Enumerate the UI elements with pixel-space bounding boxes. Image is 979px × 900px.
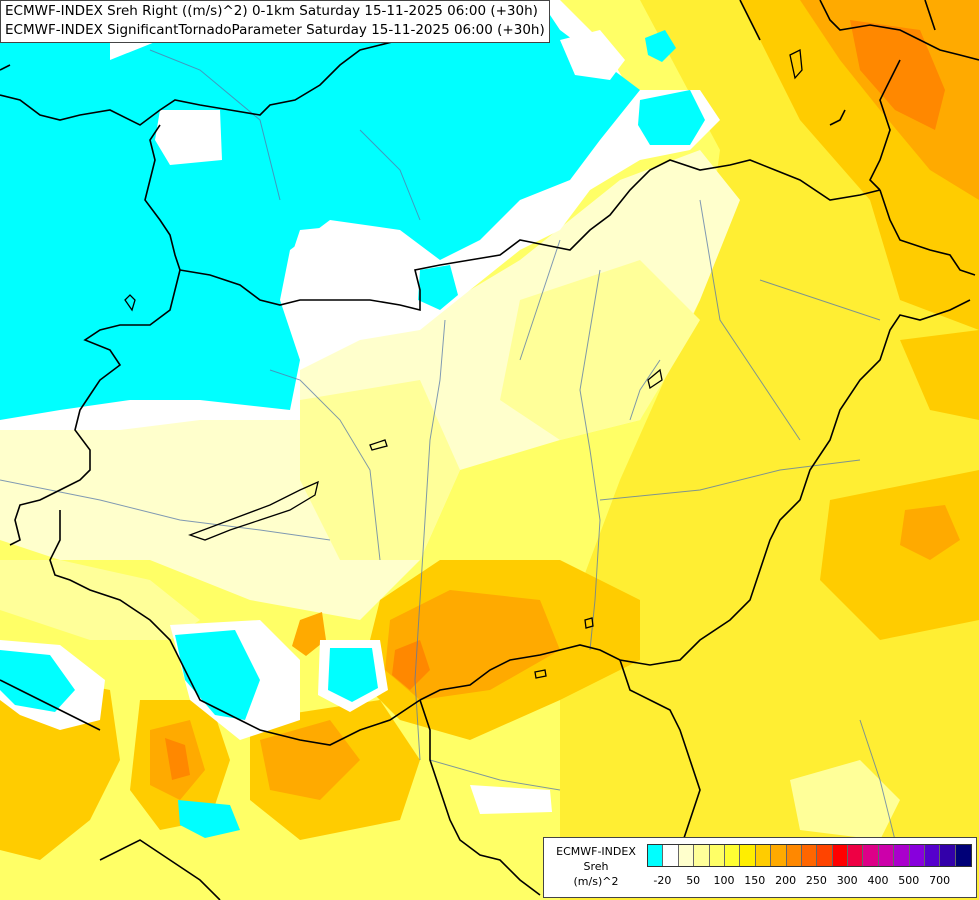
field-north-white-hole-3 [560,30,625,80]
legend-tick-label: 150 [744,874,766,887]
field-southeast-pale [790,760,900,840]
legend-tick-label: 700 [929,874,951,887]
color-legend: ECMWF-INDEX Sreh (m/s)^2 -20 50 100 150 200 2… [543,837,977,898]
field-mid-orange-spot [292,612,326,656]
map-title-line1: ECMWF-INDEX Sreh Right ((m/s)^2) 0-1km S… [5,3,538,19]
legend-swatch [648,845,664,866]
legend-tick-label: 400 [867,874,889,887]
legend-swatches [647,844,973,867]
legend-swatch [663,845,679,866]
lakes [124,48,803,679]
field-s-white [470,785,552,814]
rivers [0,49,901,861]
field-south-orange-spot [392,640,430,690]
field-north-cyan-islet-3 [418,265,458,310]
legend-ticks: -20 50 100 150 200 250 300 400 500 700 [647,874,977,890]
field-east-orange-spot [900,505,960,560]
legend-tick-label: 50 [686,874,701,887]
field-central-lightyellow-2 [300,380,460,560]
field-east-gold-2 [900,330,979,420]
legend-swatch [940,845,956,866]
field-central-pale [0,150,740,620]
map-title-box: ECMWF-INDEX Sreh Right ((m/s)^2) 0-1km S… [0,0,550,43]
legend-swatch [894,845,910,866]
legend-tick-label: 100 [713,874,735,887]
field-north-white-hole-2 [155,110,222,165]
legend-title-line3: (m/s)^2 [573,875,619,888]
field-north-cyan [0,0,640,420]
field-sw-cyan-3 [0,650,75,712]
legend-tick-label: 200 [775,874,797,887]
legend-tick-label: 250 [805,874,827,887]
field-east-yellow [560,0,979,900]
legend-swatch [863,845,879,866]
legend-swatch [909,845,926,866]
legend-tick-label: -20 [653,874,672,887]
legend-swatch [801,845,818,866]
legend-swatch [709,845,725,866]
field-north-cyan-islet [638,90,705,145]
legend-swatch [678,845,695,866]
map-title-line2: ECMWF-INDEX SignificantTornadoParameter … [5,22,545,38]
field-sw-cyan [175,630,260,720]
legend-tick-label: 500 [898,874,920,887]
legend-swatch [832,845,849,866]
field-north-white-hole [290,225,420,330]
legend-swatch [724,845,741,866]
field-south-orange-2 [260,720,360,800]
legend-swatch [694,845,710,866]
field-north-cyan-islet-2 [645,30,676,62]
legend-tick-label: 300 [836,874,858,887]
legend-swatch [817,845,833,866]
field-north-east-darkorange [850,20,945,130]
field-southwest-darkorange [165,738,190,780]
legend-title-line2: Sreh [583,860,609,873]
legend-title: ECMWF-INDEX Sreh (m/s)^2 [548,844,644,889]
legend-swatch [955,845,972,866]
legend-swatch [786,845,802,866]
field-sw-cyan-4 [178,800,240,838]
legend-swatch [848,845,864,866]
legend-swatch [755,845,772,866]
legend-swatch [878,845,895,866]
legend-swatch [740,845,756,866]
field-sw-cyan-2 [328,648,378,702]
field-central-lightyellow [500,260,700,440]
legend-title-line1: ECMWF-INDEX [556,845,636,858]
field-south-orange [385,590,560,700]
legend-swatch [771,845,787,866]
legend-swatch [925,845,941,866]
